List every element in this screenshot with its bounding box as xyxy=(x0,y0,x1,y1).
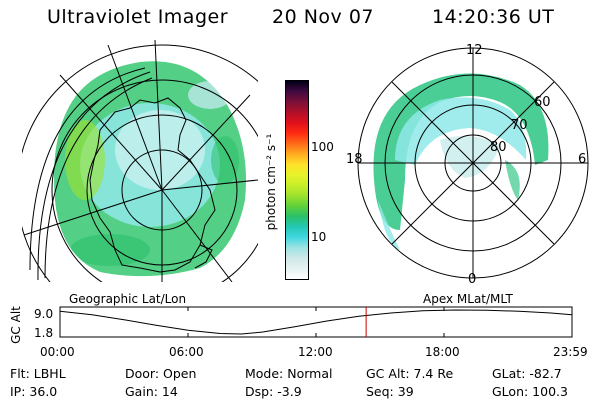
time-tick-1: 06:00 xyxy=(169,345,204,359)
info-gain: Gain: 14 xyxy=(125,384,178,399)
info-seq: Seq: 39 xyxy=(366,384,414,399)
info-filter: Flt: LBHL xyxy=(10,366,66,381)
info-door: Door: Open xyxy=(125,366,197,381)
info-dsp: Dsp: -3.9 xyxy=(245,384,302,399)
mlt-label-0: 0 xyxy=(468,272,477,287)
info-mode: Mode: Normal xyxy=(245,366,333,381)
altitude-tick-top: 9.0 xyxy=(34,307,54,321)
time-tick-4: 23:59 xyxy=(553,345,588,359)
polar-mlt-lines xyxy=(358,48,588,278)
info-glon: GLon: 100.3 xyxy=(492,384,568,399)
colorbar-tick-10: 10 xyxy=(311,230,327,244)
geo-meridians xyxy=(23,40,258,282)
mlt-label-12: 12 xyxy=(466,43,483,58)
colorbar xyxy=(285,80,309,280)
altitude-curve xyxy=(59,309,572,335)
info-ip: IP: 36.0 xyxy=(10,384,58,399)
geo-coastline xyxy=(89,97,216,273)
mlat-label-60: 60 xyxy=(534,95,551,110)
polar-cap-glow xyxy=(440,136,500,178)
info-glat: GLat: -82.7 xyxy=(492,366,562,381)
mlat-label-70: 70 xyxy=(511,118,528,133)
time-tick-0: 00:00 xyxy=(40,345,75,359)
geographic-label: Geographic Lat/Lon xyxy=(69,292,187,306)
info-gc-alt: GC Alt: 7.4 Re xyxy=(366,366,454,381)
polar-emission-inner xyxy=(395,97,527,165)
altitude-x-ticks xyxy=(187,307,445,337)
instrument-title: Ultraviolet Imager xyxy=(47,6,229,28)
apex-label: Apex MLat/MLT xyxy=(423,292,513,306)
mlat-label-80: 80 xyxy=(490,140,507,155)
altitude-tick-bottom: 1.8 xyxy=(34,326,54,340)
image-time: 14:20:36 UT xyxy=(432,6,555,28)
time-tick-3: 18:00 xyxy=(425,345,460,359)
mlt-label-6: 6 xyxy=(578,152,587,167)
colorbar-tick-100: 100 xyxy=(311,140,334,154)
time-tick-2: 12:00 xyxy=(298,345,333,359)
mlt-label-18: 18 xyxy=(346,152,363,167)
image-date: 20 Nov 07 xyxy=(272,6,375,28)
